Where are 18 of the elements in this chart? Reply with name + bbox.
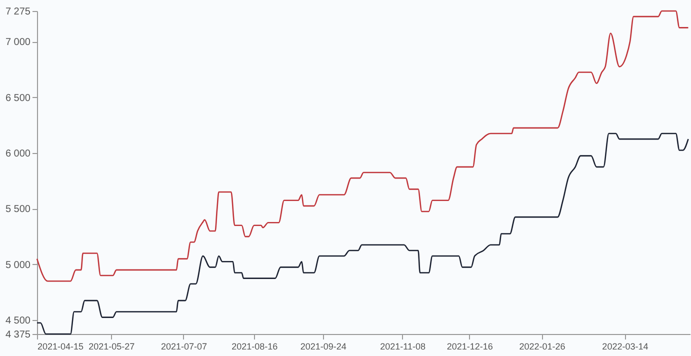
y-tick-label: 7 275 — [5, 6, 31, 18]
x-tick-label: 2021-11-08 — [380, 342, 426, 352]
y-tick-label: 7 000 — [5, 37, 31, 48]
x-tick-label: 2021-05-27 — [88, 342, 135, 352]
x-tick-label: 2021-04-15 — [38, 342, 84, 352]
y-tick-label: 5 000 — [5, 260, 31, 271]
x-tick-label: 2022-03-14 — [602, 342, 648, 352]
y-tick-label: 4 375 — [5, 330, 31, 340]
x-tick-label: 2021-08-16 — [232, 342, 278, 352]
x-tick-label: 2021-09-24 — [300, 342, 346, 352]
y-tick-label: 6 500 — [5, 92, 31, 104]
line-series — [36, 10, 689, 282]
y-tick-label: 5 500 — [5, 204, 31, 216]
y-tick-label: 6 000 — [5, 148, 31, 160]
y-tick-label: 4 500 — [5, 316, 31, 327]
x-tick-label: 2021-12-16 — [446, 342, 493, 352]
x-tick-label: 2021-07-07 — [160, 342, 208, 352]
x-tick-label: 2022-01-26 — [519, 342, 566, 352]
